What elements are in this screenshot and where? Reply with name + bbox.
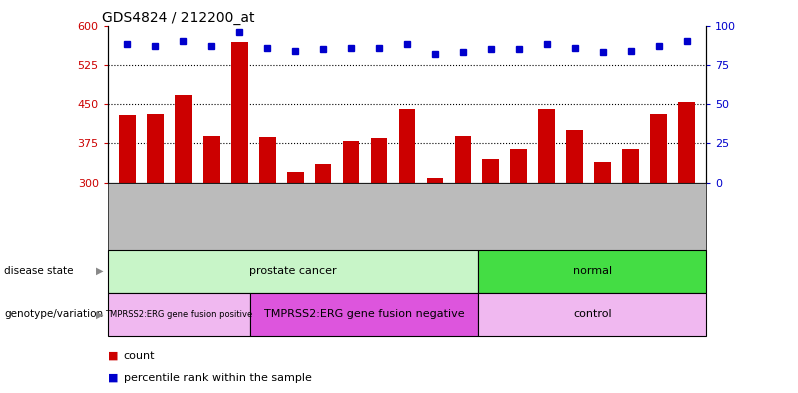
Bar: [203, 136, 219, 183]
Text: TMPRSS2:ERG gene fusion negative: TMPRSS2:ERG gene fusion negative: [264, 309, 464, 320]
Bar: [511, 149, 527, 183]
Bar: [483, 159, 500, 183]
Text: ▶: ▶: [97, 309, 104, 320]
Text: ■: ■: [108, 351, 118, 361]
Text: genotype/variation: genotype/variation: [4, 309, 103, 320]
Bar: [427, 178, 444, 183]
Bar: [567, 130, 583, 183]
Bar: [370, 138, 387, 183]
Text: prostate cancer: prostate cancer: [249, 266, 337, 276]
Bar: [259, 137, 275, 183]
Text: GDS4824 / 212200_at: GDS4824 / 212200_at: [102, 11, 255, 24]
Bar: [147, 114, 164, 183]
Text: TMPRSS2:ERG gene fusion positive: TMPRSS2:ERG gene fusion positive: [105, 310, 253, 319]
Text: normal: normal: [573, 266, 612, 276]
Text: count: count: [124, 351, 155, 361]
Bar: [595, 162, 611, 183]
Bar: [678, 101, 695, 183]
Bar: [231, 42, 247, 183]
Bar: [119, 115, 136, 183]
Bar: [622, 149, 639, 183]
Bar: [314, 164, 331, 183]
Bar: [398, 109, 416, 183]
Text: disease state: disease state: [4, 266, 73, 276]
Bar: [455, 136, 472, 183]
Text: control: control: [573, 309, 611, 320]
Text: ■: ■: [108, 373, 118, 383]
Bar: [539, 109, 555, 183]
Text: ▶: ▶: [97, 266, 104, 276]
Bar: [650, 114, 667, 183]
Bar: [342, 141, 359, 183]
Bar: [175, 95, 192, 183]
Bar: [286, 172, 303, 183]
Text: percentile rank within the sample: percentile rank within the sample: [124, 373, 311, 383]
